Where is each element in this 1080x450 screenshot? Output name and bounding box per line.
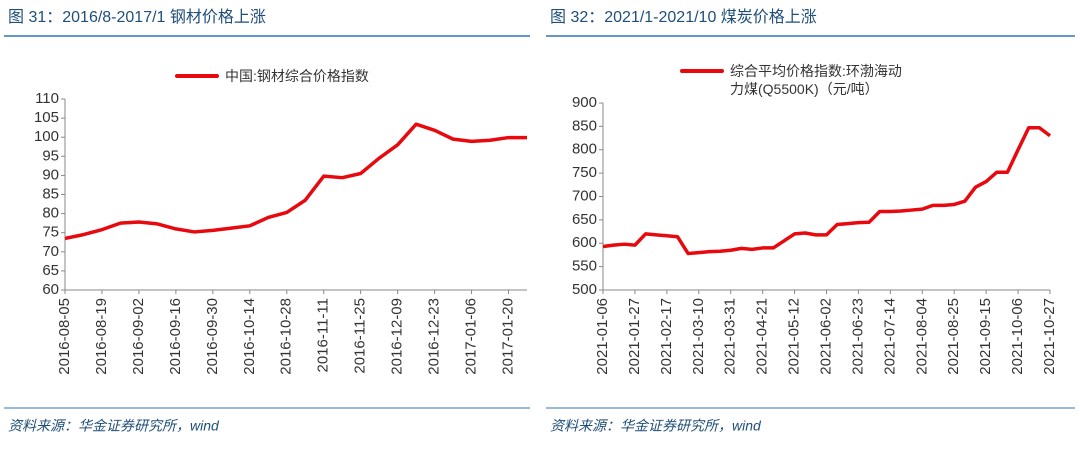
x-tick-label: 2021-06-02 bbox=[817, 298, 834, 375]
x-tick-label: 2021-03-10 bbox=[690, 298, 707, 375]
y-tick-label: 750 bbox=[572, 164, 597, 181]
y-tick-label: 500 bbox=[572, 281, 597, 298]
x-tick-label: 2021-10-06 bbox=[1009, 298, 1026, 375]
x-tick-label: 2016-08-19 bbox=[93, 298, 110, 375]
y-tick-label: 600 bbox=[572, 234, 597, 251]
x-tick-label: 2016-09-16 bbox=[167, 298, 184, 375]
y-tick-label: 90 bbox=[42, 166, 59, 183]
data-line bbox=[64, 122, 527, 241]
y-tick-label: 105 bbox=[34, 109, 59, 126]
y-tick-label: 70 bbox=[42, 243, 59, 260]
legend: 综合平均价格指数:环渤海动力煤(Q5500K)（元/吨） bbox=[680, 62, 910, 98]
x-tick-label: 2021-10-27 bbox=[1041, 298, 1058, 375]
x-tick-label: 2016-09-02 bbox=[130, 298, 147, 375]
y-tick-label: 850 bbox=[572, 117, 597, 134]
x-tick-label: 2017-01-06 bbox=[463, 298, 480, 375]
y-tick-label: 650 bbox=[572, 211, 597, 228]
y-tick-label: 85 bbox=[42, 185, 59, 202]
x-tick-label: 2021-04-21 bbox=[754, 298, 771, 375]
x-tick-label: 2016-12-23 bbox=[426, 298, 443, 375]
legend: 中国:钢材综合价格指数 bbox=[175, 67, 475, 85]
y-tick-label: 110 bbox=[35, 90, 59, 107]
x-tick-label: 2016-10-28 bbox=[278, 298, 295, 375]
x-tick-label: 2016-11-25 bbox=[352, 298, 369, 374]
legend-label: 中国:钢材综合价格指数 bbox=[225, 68, 369, 84]
legend-swatch bbox=[680, 69, 724, 73]
x-tick-label: 2021-08-25 bbox=[945, 298, 962, 375]
x-tick-label: 2016-10-14 bbox=[241, 298, 258, 375]
x-tick-label: 2021-06-23 bbox=[849, 298, 866, 375]
y-tick-label: 100 bbox=[34, 128, 59, 145]
x-tick-label: 2021-03-31 bbox=[722, 298, 739, 375]
y-tick-label: 900 bbox=[572, 94, 597, 111]
data-line bbox=[602, 126, 1052, 256]
x-tick-label: 2021-01-06 bbox=[594, 298, 611, 375]
legend-swatch bbox=[175, 74, 219, 78]
panel-title: 图 31：2016/8-2017/1 钢材价格上涨 bbox=[8, 8, 266, 26]
x-tick-label: 2021-07-14 bbox=[881, 298, 898, 375]
x-tick-label: 2021-09-15 bbox=[977, 298, 994, 375]
x-tick-label: 2016-12-09 bbox=[389, 298, 406, 375]
source: 资料来源：华金证券研究所，wind bbox=[550, 418, 762, 434]
x-tick-label: 2021-05-12 bbox=[786, 298, 803, 375]
panel-title: 图 32：2021/1-2021/10 煤炭价格上涨 bbox=[550, 8, 817, 26]
y-tick-label: 550 bbox=[572, 258, 597, 275]
x-tick-label: 2021-08-04 bbox=[913, 298, 930, 375]
y-tick-label: 80 bbox=[42, 205, 59, 222]
legend-label: 综合平均价格指数:环渤海动力煤(Q5500K)（元/吨） bbox=[730, 63, 902, 97]
x-tick-label: 2016-08-05 bbox=[56, 298, 73, 375]
x-tick-label: 2021-01-27 bbox=[626, 298, 643, 375]
source: 资料来源：华金证券研究所，wind bbox=[8, 418, 220, 434]
x-tick-label: 2021-02-17 bbox=[658, 298, 675, 375]
y-tick-label: 60 bbox=[42, 281, 59, 298]
y-tick-label: 800 bbox=[572, 141, 597, 158]
x-tick-label: 2017-01-20 bbox=[499, 298, 516, 375]
x-tick-label: 2016-11-11 bbox=[315, 298, 332, 373]
x-tick-label: 2016-09-30 bbox=[204, 298, 221, 375]
y-tick-label: 700 bbox=[572, 187, 597, 204]
y-tick-label: 65 bbox=[42, 262, 59, 279]
y-tick-label: 75 bbox=[42, 224, 59, 241]
y-tick-label: 95 bbox=[42, 147, 59, 164]
